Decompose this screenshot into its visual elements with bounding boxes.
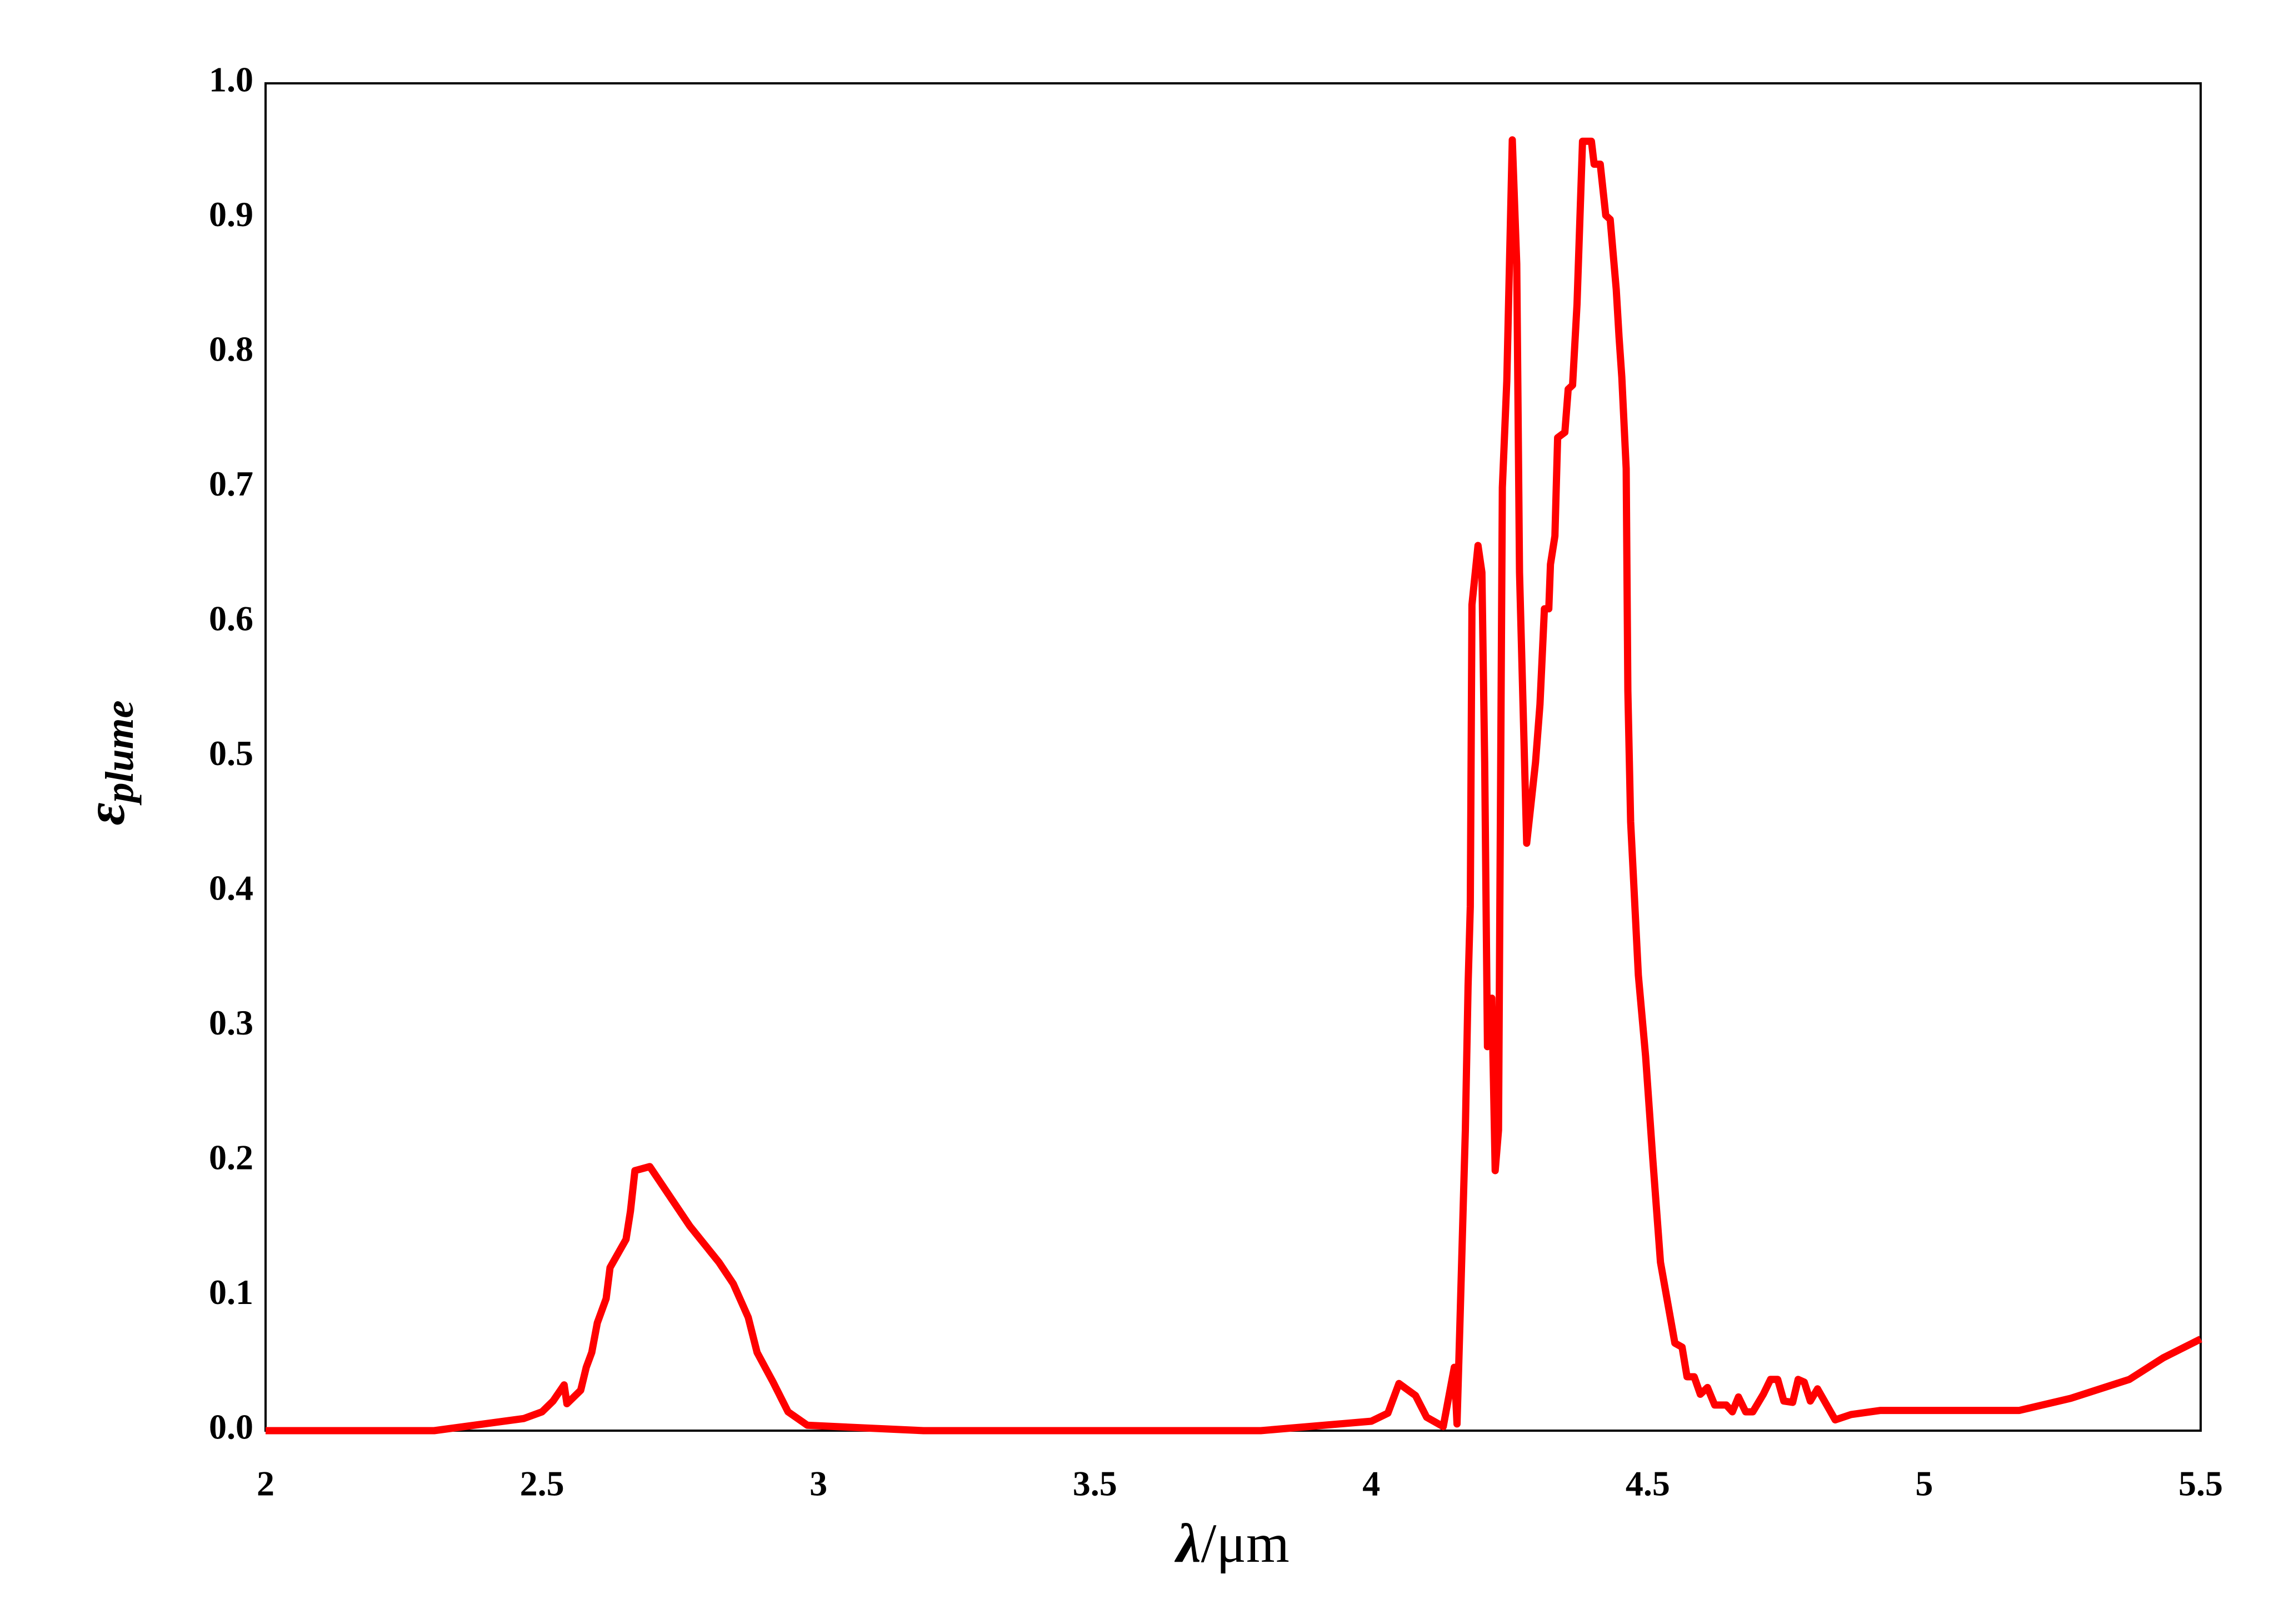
y-tick-label: 0.0 [209, 1407, 253, 1447]
x-label-unit: /μm [1201, 1512, 1290, 1574]
x-tick-label: 4.5 [1626, 1464, 1670, 1503]
data-line [266, 136, 2202, 1435]
y-label-symbol: ε [74, 803, 136, 826]
y-tick-label: 0.6 [209, 599, 253, 638]
x-label-symbol: λ [1174, 1512, 1201, 1574]
y-tick-label: 0.5 [209, 733, 253, 773]
x-axis-label: λ/μm [1174, 1512, 1290, 1574]
x-tick-label: 5 [1915, 1464, 1933, 1503]
x-tick-label: 3 [809, 1464, 827, 1503]
x-tick-label: 4 [1362, 1464, 1380, 1503]
y-tick-label: 0.2 [209, 1138, 253, 1177]
y-tick-label: 0.7 [209, 464, 253, 503]
y-tick-label: 0.3 [209, 1003, 253, 1042]
x-tick-label: 5.5 [2178, 1464, 2223, 1503]
y-tick-label: 0.9 [209, 194, 253, 234]
y-tick-label: 0.1 [209, 1272, 253, 1312]
x-tick-label: 3.5 [1073, 1464, 1117, 1503]
x-tick-label: 2.5 [520, 1464, 564, 1503]
y-axis-label: εplume [74, 700, 142, 825]
y-label-subscript: plume [97, 700, 142, 806]
x-tick-label: 2 [257, 1464, 274, 1503]
y-tick-label: 0.4 [209, 868, 253, 908]
y-tick-label: 1.0 [209, 60, 253, 99]
y-tick-label: 0.8 [209, 329, 253, 369]
plot-frame [264, 82, 2202, 1432]
